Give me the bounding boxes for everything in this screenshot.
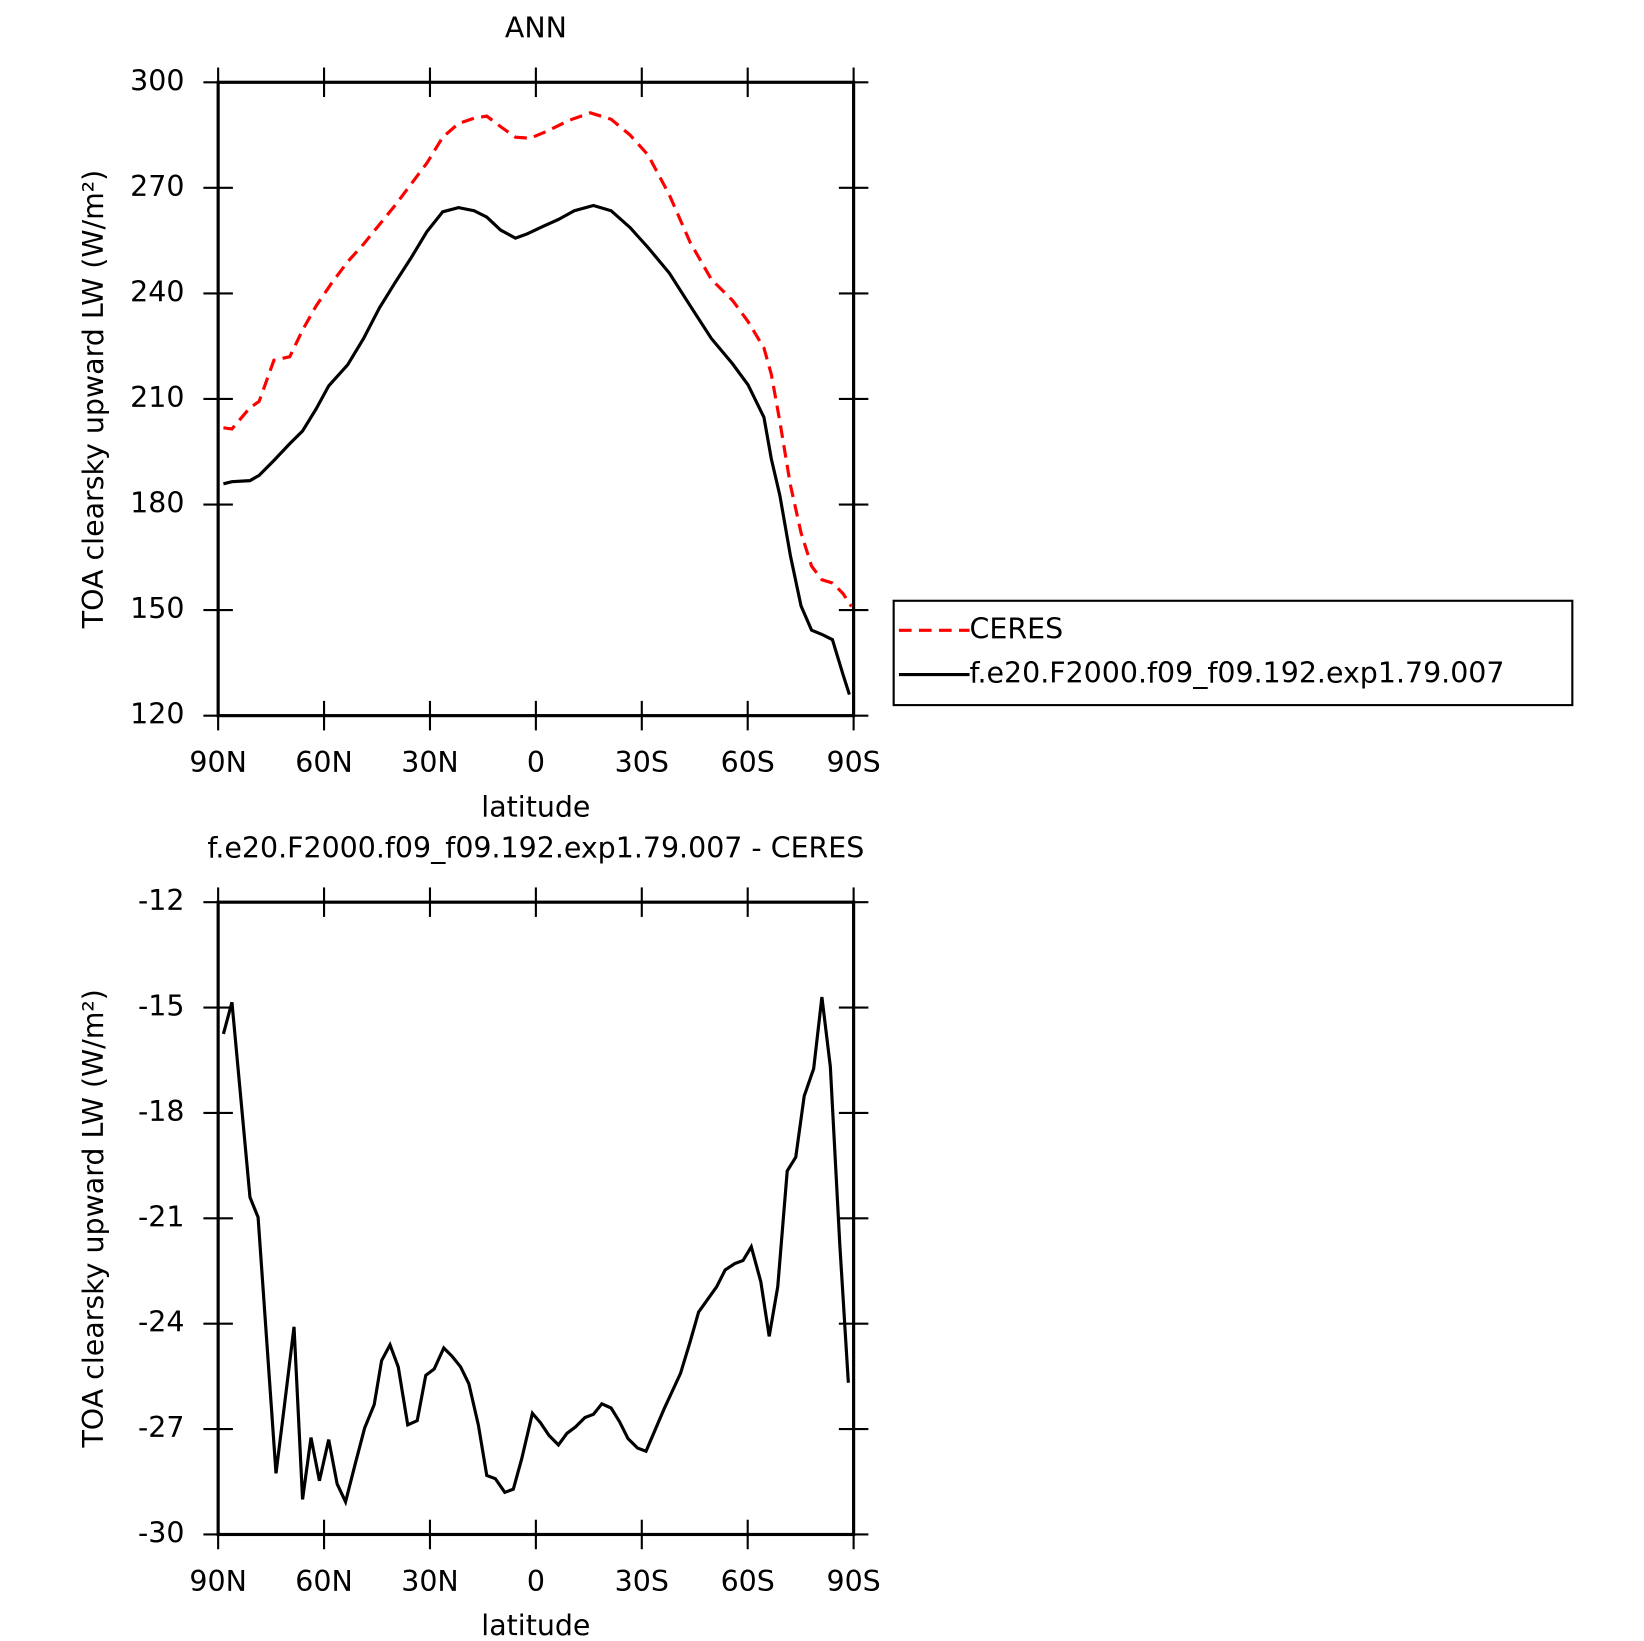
y-tick-label: 180 — [130, 487, 184, 520]
legend-label: CERES — [970, 612, 1064, 645]
x-tick-label: 30S — [615, 746, 669, 779]
y-tick-label: 270 — [130, 170, 184, 203]
x-tick-label: 30S — [615, 1565, 669, 1598]
x-axis-label: latitude — [481, 1609, 590, 1641]
x-tick-label: 90S — [826, 746, 880, 779]
y-tick-label: 300 — [130, 64, 184, 97]
x-tick-label: 90S — [826, 1565, 880, 1598]
x-tick-label: 0 — [527, 1565, 545, 1598]
chart-title: f.e20.F2000.f09_f09.192.exp1.79.007 - CE… — [207, 831, 864, 864]
y-tick-label: 120 — [130, 698, 184, 731]
series-line — [223, 111, 853, 608]
x-tick-label: 90N — [189, 746, 246, 779]
y-tick-label: -18 — [138, 1095, 184, 1128]
y-tick-label: -27 — [138, 1411, 184, 1444]
x-tick-label: 90N — [189, 1565, 246, 1598]
y-tick-label: -30 — [138, 1516, 184, 1549]
x-tick-label: 60S — [721, 1565, 775, 1598]
legend-label: f.e20.F2000.f09_f09.192.exp1.79.007 — [970, 657, 1505, 690]
x-tick-label: 30N — [401, 746, 458, 779]
x-tick-label: 60N — [295, 746, 352, 779]
y-tick-label: 150 — [130, 592, 184, 625]
plot-frame — [216, 900, 856, 1537]
y-axis-label: TOA clearsky upward LW (W/m²) — [77, 989, 110, 1448]
x-axis-label: latitude — [481, 790, 590, 823]
y-tick-label: -21 — [138, 1200, 184, 1233]
x-tick-label: 30N — [401, 1565, 458, 1598]
plot-frame — [216, 80, 856, 718]
chart-title: ANN — [505, 12, 567, 45]
x-tick-label: 60N — [295, 1565, 352, 1598]
series-line — [223, 203, 851, 696]
x-tick-label: 60S — [721, 746, 775, 779]
y-tick-label: 240 — [130, 275, 184, 308]
y-axis-label: TOA clearsky upward LW (W/m²) — [77, 170, 110, 629]
x-tick-label: 0 — [527, 746, 545, 779]
legend-box — [892, 599, 1574, 707]
y-tick-label: -12 — [138, 884, 184, 917]
y-tick-label: -24 — [138, 1306, 184, 1339]
y-tick-label: -15 — [138, 990, 184, 1023]
series-line — [221, 996, 850, 1507]
y-tick-label: 210 — [130, 381, 184, 414]
